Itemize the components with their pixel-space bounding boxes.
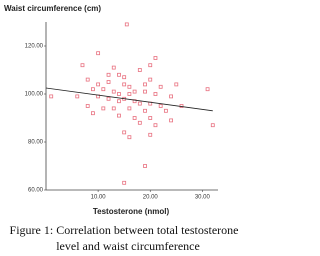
point (143, 82, 147, 87)
point (169, 118, 173, 123)
y-axis-label: Waist circumference (cm) (4, 4, 101, 13)
point (111, 106, 116, 111)
point (137, 101, 142, 106)
point (122, 75, 127, 80)
point (117, 99, 121, 104)
point (106, 96, 111, 101)
x-tick-label: 20.00 (143, 195, 159, 201)
point (117, 92, 121, 96)
point (101, 87, 106, 92)
point (210, 123, 215, 128)
point (148, 63, 153, 68)
point (132, 89, 137, 94)
point (75, 94, 80, 99)
x-tick-label: 30.00 (195, 195, 211, 201)
point (117, 72, 121, 77)
x-tick-label: 10.00 (91, 195, 107, 201)
point (127, 106, 132, 111)
y-tick-label: 80.00 (28, 140, 44, 146)
point (143, 164, 147, 168)
point (137, 120, 142, 125)
point (143, 89, 147, 94)
point (153, 56, 158, 60)
point (91, 111, 95, 116)
point (148, 116, 153, 120)
point (148, 77, 153, 82)
x-axis-label: Testosterone (nmol) (93, 207, 170, 216)
caption: Figure 1: Correlation between total test… (10, 223, 239, 237)
point (148, 132, 153, 137)
point (85, 77, 90, 82)
point (122, 82, 127, 87)
point (158, 104, 163, 108)
point (124, 22, 129, 27)
point (153, 92, 158, 96)
point (106, 72, 111, 77)
point (153, 123, 158, 128)
point (127, 84, 132, 89)
point (158, 84, 163, 89)
point (132, 99, 137, 104)
point (137, 68, 142, 72)
point (132, 116, 137, 120)
point (106, 80, 111, 84)
point (111, 65, 116, 70)
point (122, 130, 127, 135)
chart: Waist circumference (cm) Testosterone (n… (4, 4, 239, 253)
point (101, 106, 106, 111)
point (174, 82, 179, 87)
point (96, 51, 101, 56)
point (122, 180, 127, 185)
point (117, 113, 121, 118)
point (96, 82, 101, 87)
point (91, 87, 95, 92)
fit-line (45, 87, 213, 112)
y-tick-label: 120.00 (25, 44, 44, 50)
point (205, 87, 210, 92)
point (169, 94, 173, 99)
point (127, 92, 132, 96)
point (49, 94, 54, 99)
point (163, 108, 168, 113)
point (85, 104, 90, 108)
y-tick-label: 60.00 (28, 188, 44, 194)
point (111, 89, 116, 94)
point (143, 108, 147, 113)
point (80, 63, 85, 68)
caption: level and waist circumference (56, 239, 200, 253)
y-tick-label: 100.00 (25, 92, 44, 98)
point (127, 135, 132, 140)
